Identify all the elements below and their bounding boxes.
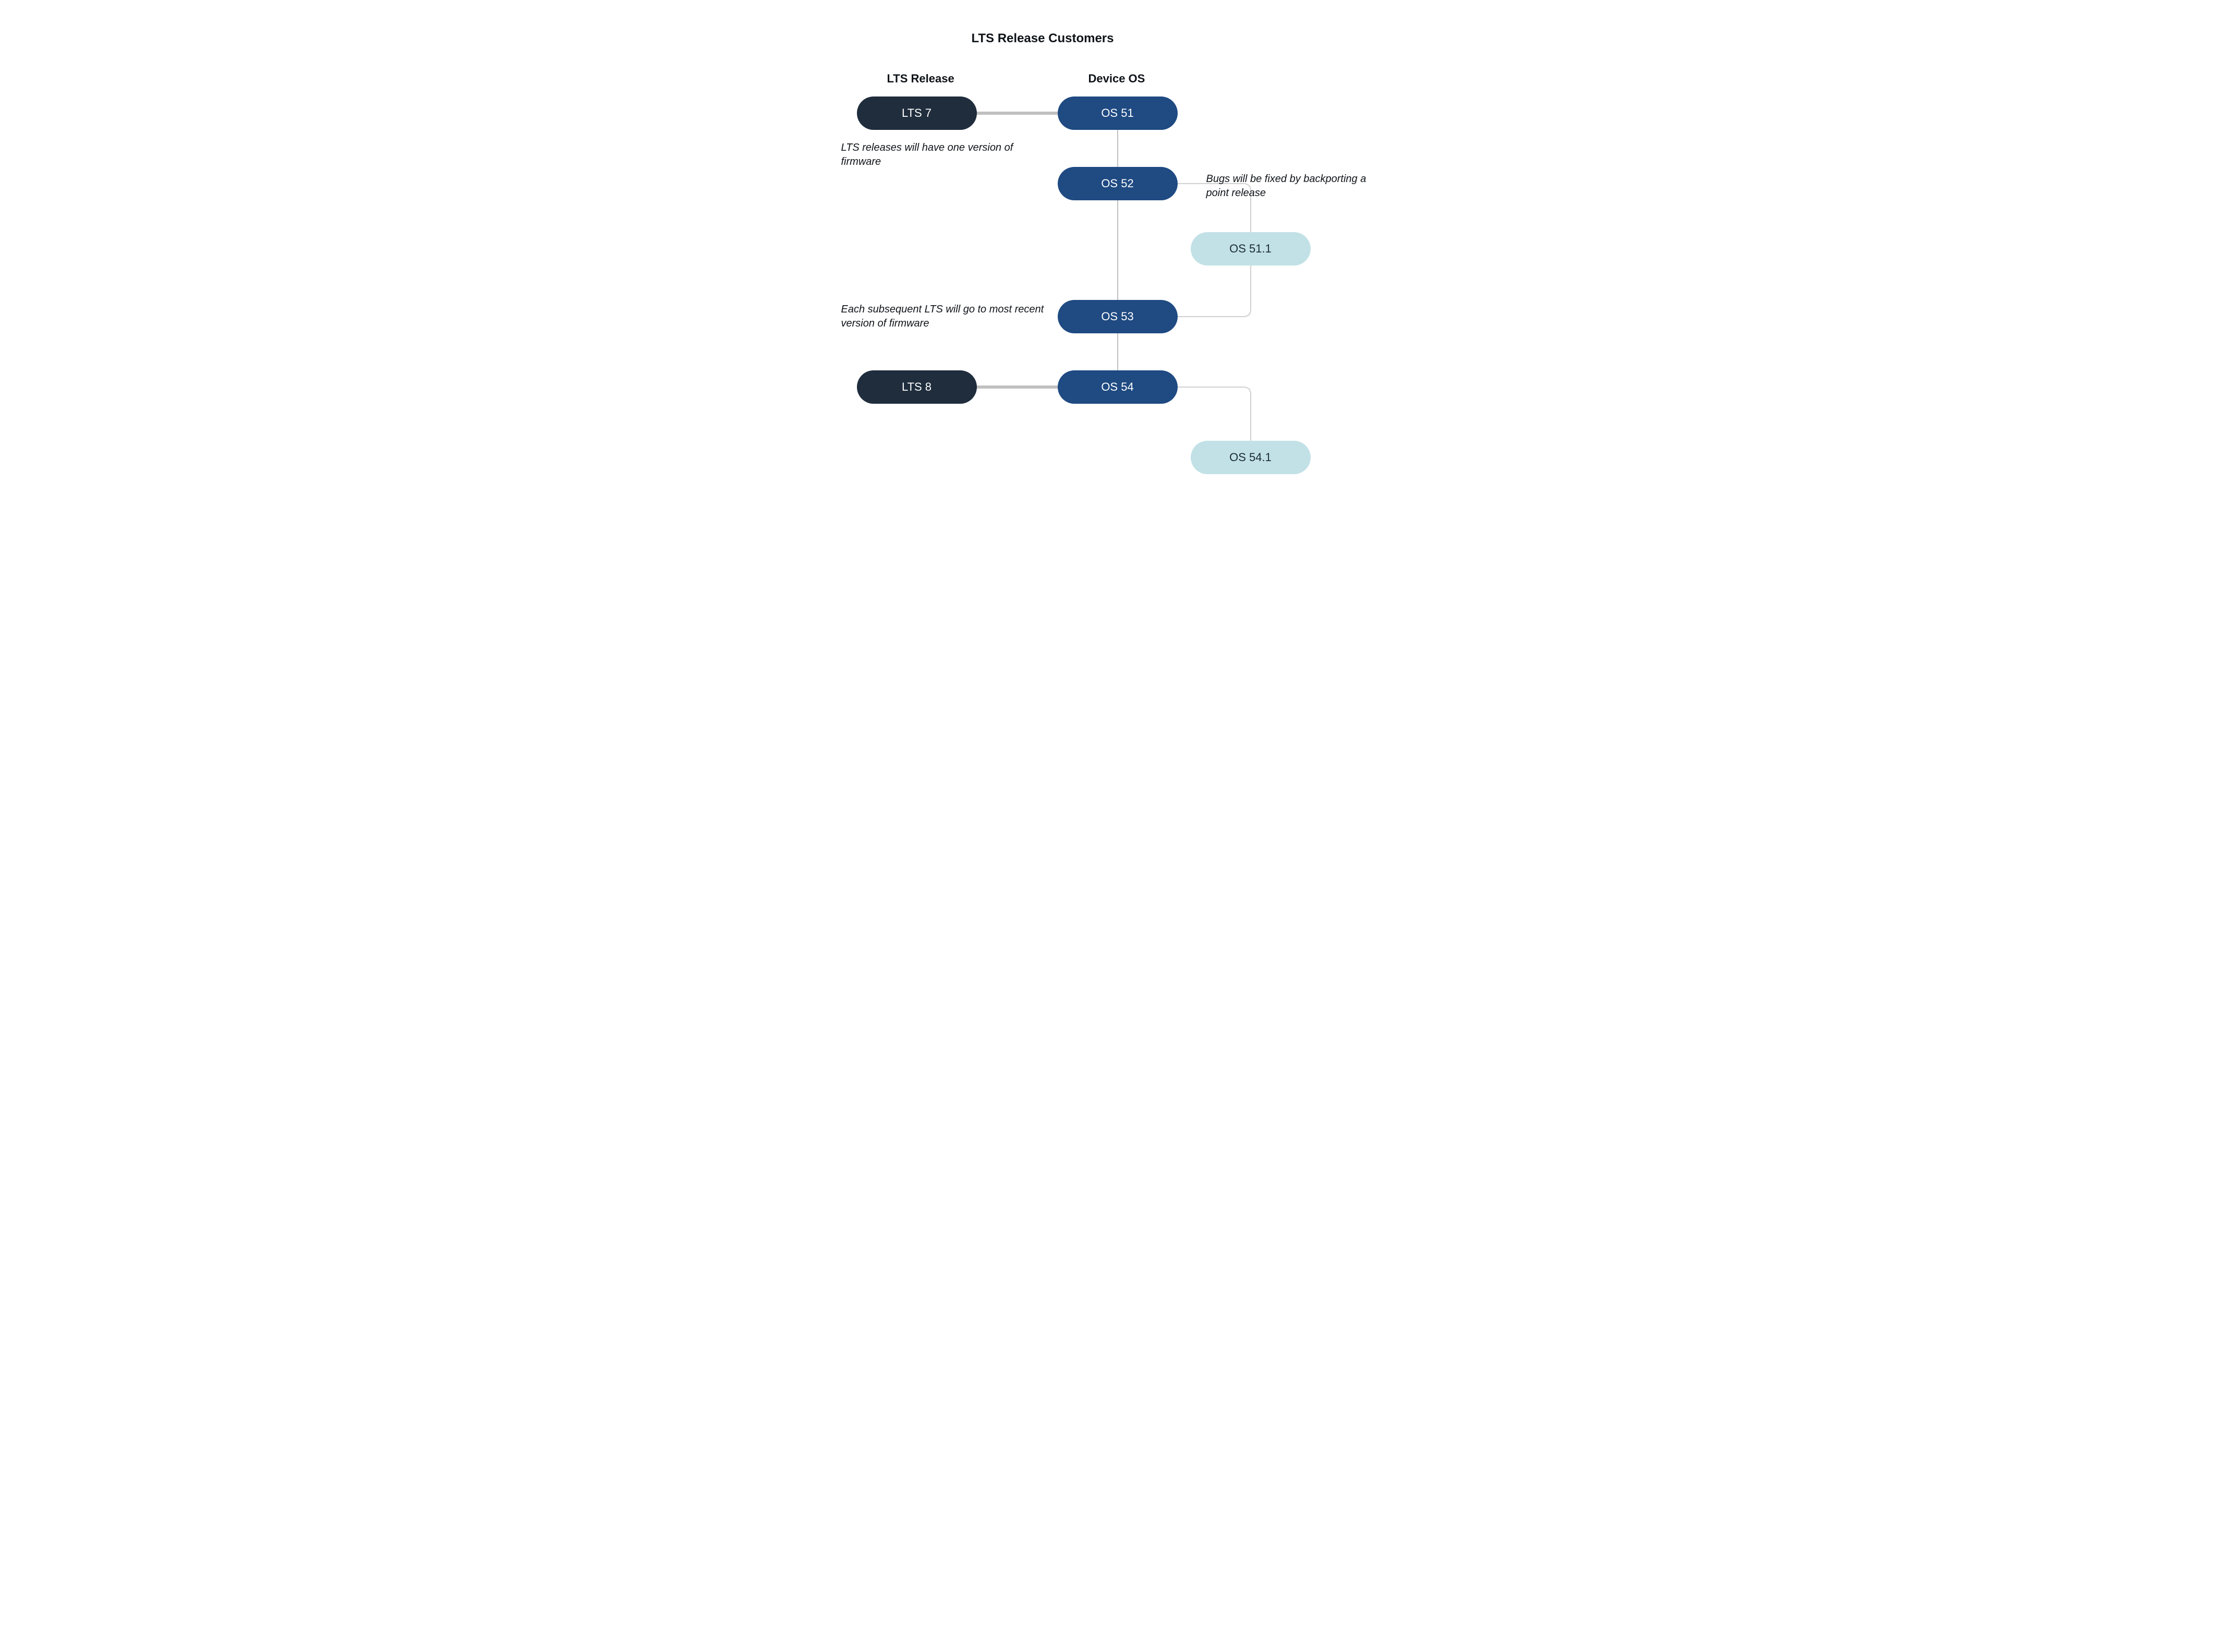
node-label: LTS 8 (902, 380, 931, 394)
node-os511: OS 51.1 (1191, 232, 1311, 266)
node-label: OS 54 (1101, 380, 1133, 394)
caption-backport-point-release: Bugs will be fixed by backporting a poin… (1206, 172, 1373, 200)
caption-lts-most-recent: Each subsequent LTS will go to most rece… (841, 303, 1050, 331)
node-label: OS 51 (1101, 106, 1133, 120)
node-label: OS 51.1 (1229, 242, 1272, 256)
diagram-stage: LTS Release Customers LTS Release Device… (773, 0, 1441, 498)
column-header-lts: LTS Release (887, 72, 954, 86)
node-label: OS 52 (1101, 177, 1133, 190)
node-label: OS 53 (1101, 310, 1133, 323)
column-header-os: Device OS (1088, 72, 1145, 86)
node-lts8: LTS 8 (857, 370, 977, 404)
diagram-title: LTS Release Customers (972, 31, 1114, 46)
node-os541: OS 54.1 (1191, 441, 1311, 474)
node-lts7: LTS 7 (857, 97, 977, 130)
node-os51: OS 51 (1058, 97, 1178, 130)
node-os54: OS 54 (1058, 370, 1178, 404)
node-label: LTS 7 (902, 106, 931, 120)
node-os53: OS 53 (1058, 300, 1178, 333)
node-label: OS 54.1 (1229, 451, 1272, 464)
caption-lts-single-firmware: LTS releases will have one version of fi… (841, 141, 1039, 169)
node-os52: OS 52 (1058, 167, 1178, 200)
